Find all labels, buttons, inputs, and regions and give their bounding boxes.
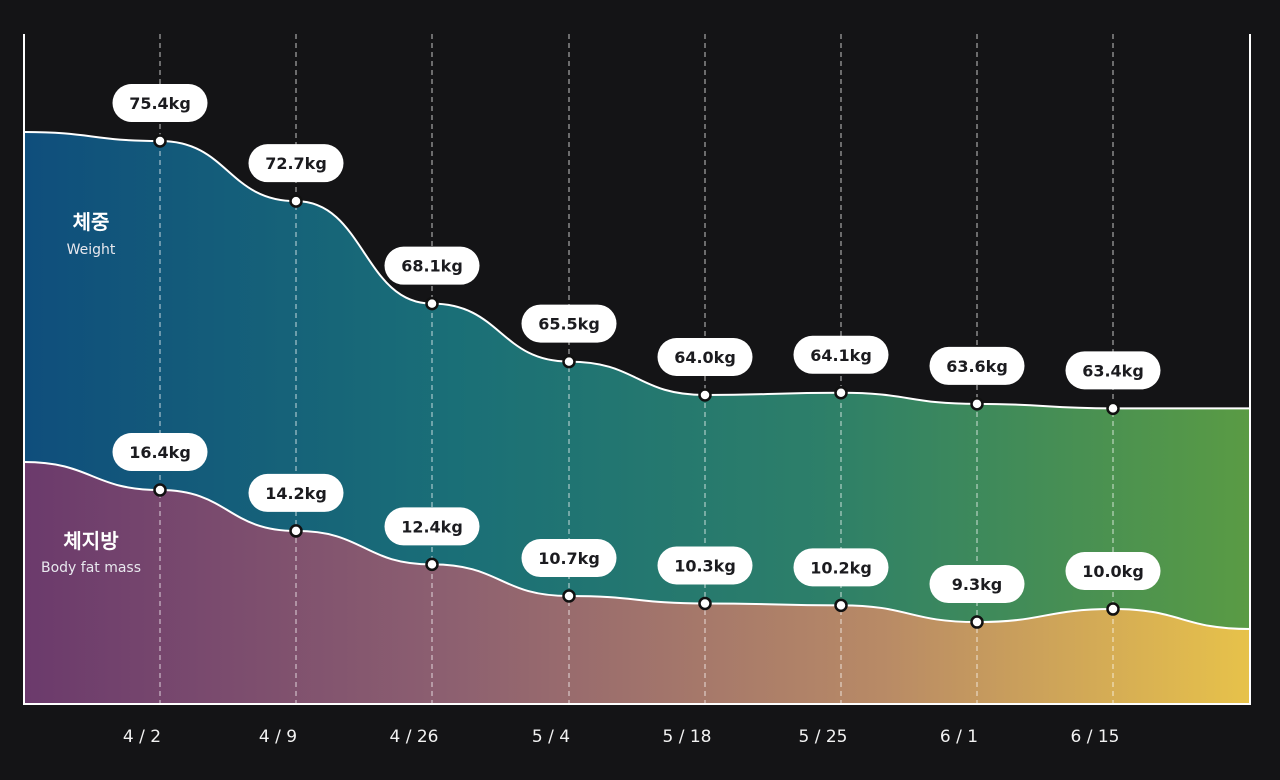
weight-point-1 [289,194,303,208]
weight-value-label-5-bg [793,335,889,374]
x-tick-label-7: 6 / 15 [1071,727,1120,747]
fat-point-4 [698,596,712,611]
weight-value-label-0: 75.4kg [112,84,208,122]
weight-value-label-7-text: 63.4kg [1082,361,1144,380]
x-tick-label-1: 4 / 9 [259,727,297,747]
x-tick-label-4: 5 / 18 [663,727,712,747]
weight-value-label-2: 68.1kg [384,246,480,285]
weight-value-label-6: 63.6kg [929,346,1025,385]
weight-value-label-1-bg [248,144,344,183]
fat-value-label-4-text: 10.3kg [674,556,736,575]
weight-point-4 [698,388,712,402]
weight-point-5 [834,386,848,400]
weight-value-label-5: 64.1kg [793,335,889,374]
fat-value-label-5: 10.2kg [793,548,889,587]
weight-value-label-3: 65.5kg [521,304,617,343]
weight-series-title: 체중 [72,210,110,234]
x-tick-label-5: 5 / 25 [799,727,848,747]
x-tick-label-6: 6 / 1 [940,727,978,747]
fat-series-title: 체지방 [63,529,119,553]
fat-area [24,462,1250,704]
fat-value-label-3-text: 10.7kg [538,549,600,568]
fat-value-label-5-text: 10.2kg [810,558,872,577]
weight-value-label-3-text: 65.5kg [538,315,600,334]
fat-value-label-1-text: 14.2kg [265,484,327,503]
x-tick-label-0: 4 / 2 [123,727,161,747]
fat-value-label-7-bg [1065,552,1161,591]
weight-value-label-2-text: 68.1kg [401,257,463,276]
fat-value-label-6: 9.3kg [929,565,1025,604]
fat-value-label-0-bg [112,433,208,471]
weight-value-label-4-bg [657,337,753,376]
weight-value-label-4: 64.0kg [657,337,753,376]
fat-point-7 [1106,602,1120,616]
fat-value-label-3-bg [521,539,617,578]
fat-value-label-2-bg [384,507,480,546]
fat-value-label-7-text: 10.0kg [1082,562,1144,581]
weight-line [23,131,1250,410]
fat-value-label-6-bg [929,565,1025,604]
weight-value-label-3-bg [521,304,617,343]
fat-point-0 [153,483,167,497]
weight-value-label-7-bg [1065,351,1161,390]
fat-point-6 [970,615,984,629]
weight-series-subtitle: Weight [66,242,116,258]
weight-value-label-0-text: 75.4kg [129,94,191,113]
fat-value-label-5-bg [793,548,889,587]
weight-point-3 [562,354,576,369]
fat-value-label-6-text: 9.3kg [952,575,1002,594]
fat-value-label-1: 14.2kg [248,473,344,512]
fat-value-label-2: 12.4kg [384,507,480,546]
fat-point-2 [425,557,439,572]
weight-value-label-1-text: 72.7kg [265,154,327,173]
fat-value-label-4-bg [657,546,753,585]
fat-series-subtitle: Body fat mass [40,560,142,576]
weight-value-label-4-text: 64.0kg [674,348,736,367]
x-tick-label-2: 4 / 26 [390,727,439,747]
x-tick-label-3: 5 / 4 [532,727,570,747]
fat-value-label-7: 10.0kg [1065,552,1161,591]
fat-point-5 [834,598,848,613]
weight-point-7 [1106,401,1120,416]
fat-value-label-0: 16.4kg [112,433,208,471]
fat-point-1 [289,524,303,538]
weight-point-6 [970,397,984,411]
fat-value-label-1-bg [248,473,344,512]
weight-point-0 [153,134,167,148]
weight-value-label-0-bg [112,84,208,122]
fat-line [23,461,1251,631]
weight-value-label-6-text: 63.6kg [946,357,1008,376]
weight-value-label-7: 63.4kg [1065,351,1161,390]
fat-value-label-0-text: 16.4kg [129,443,191,462]
fat-point-3 [562,589,576,603]
weight-value-label-5-text: 64.1kg [810,346,872,365]
weight-value-label-2-bg [384,246,480,285]
fat-value-label-2-text: 12.4kg [401,517,463,536]
weight-point-2 [425,296,439,311]
weight-value-label-1: 72.7kg [248,144,344,183]
fat-value-label-4: 10.3kg [657,546,753,585]
weight-value-label-6-bg [929,346,1025,385]
fat-value-label-3: 10.7kg [521,539,617,578]
